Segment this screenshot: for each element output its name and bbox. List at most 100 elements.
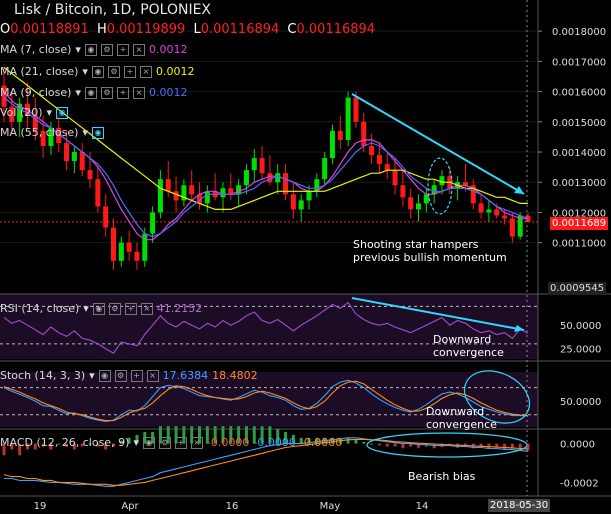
chevron-down-icon[interactable]: ▾ bbox=[89, 369, 95, 382]
close-icon[interactable]: × bbox=[132, 86, 145, 99]
macd-hist-bar bbox=[370, 443, 374, 445]
candle-body bbox=[384, 164, 390, 171]
annotation-rsi: Downward convergence bbox=[433, 333, 504, 359]
eye-icon[interactable]: ◉ bbox=[84, 86, 97, 99]
candle-body bbox=[283, 173, 289, 195]
x-tick-label: 16 bbox=[226, 501, 239, 512]
macd-hist-bar bbox=[119, 440, 123, 444]
indicator-ma21[interactable]: MA (21, close) ▾ ◉ ⚙ + × 0.0012 bbox=[0, 65, 194, 78]
macd-hist-bar bbox=[401, 443, 405, 449]
indicator-ma9[interactable]: MA (9, close) ▾ ◉ ⚙ + × 0.0012 bbox=[0, 86, 187, 99]
macd-hist-bar bbox=[244, 426, 248, 444]
macd-hist-bar bbox=[229, 426, 233, 444]
candle-body bbox=[228, 188, 234, 195]
candle-body bbox=[400, 185, 406, 198]
rsi-legend[interactable]: RSI (14, close) ▾ ◉ ⚙ + × 41.2152 bbox=[0, 302, 202, 315]
eye-icon[interactable]: ◉ bbox=[56, 106, 69, 119]
chevron-down-icon[interactable]: ▾ bbox=[75, 43, 81, 56]
highlight-ellipse bbox=[427, 157, 453, 215]
settings-icon[interactable]: ⚙ bbox=[100, 86, 113, 99]
eye-icon[interactable]: ◉ bbox=[142, 436, 155, 449]
candle-body bbox=[369, 145, 375, 156]
macd-hist-bar bbox=[330, 437, 334, 444]
macd-hist-bar bbox=[25, 443, 29, 450]
stoch-ellipse bbox=[463, 370, 531, 424]
add-icon[interactable]: + bbox=[116, 43, 129, 56]
candle-body bbox=[1, 85, 7, 107]
settings-icon[interactable]: ⚙ bbox=[158, 436, 171, 449]
macd-hist-bar bbox=[127, 437, 131, 444]
stoch-k-value: 17.6384 bbox=[162, 369, 209, 382]
candle-body bbox=[361, 121, 367, 146]
eye-icon[interactable]: ◉ bbox=[91, 126, 104, 139]
settings-icon[interactable]: ⚙ bbox=[107, 65, 120, 78]
close-icon[interactable]: × bbox=[140, 302, 153, 315]
rsi-value: 41.2152 bbox=[156, 302, 203, 315]
close-icon[interactable]: × bbox=[146, 369, 159, 382]
macd-legend[interactable]: MACD (12, 26, close, 9) ▾ ◉ ⚙ + × -0.0000 -0… bbox=[0, 436, 342, 449]
stoch-legend[interactable]: Stoch (14, 3, 3) ▾ ◉ ⚙ + × 17.6384 18.4802 bbox=[0, 369, 258, 382]
macd-hist-bar bbox=[166, 426, 170, 444]
settings-icon[interactable]: ⚙ bbox=[114, 369, 127, 382]
macd-hist-bar bbox=[510, 443, 514, 449]
x-tick-label: 14 bbox=[416, 501, 429, 512]
indicator-vol[interactable]: Vol (20) ▾ ◉ bbox=[0, 106, 69, 119]
close-icon[interactable]: × bbox=[139, 65, 152, 78]
add-icon[interactable]: + bbox=[130, 369, 143, 382]
add-icon[interactable]: + bbox=[174, 436, 187, 449]
candle-body bbox=[306, 191, 312, 201]
macd-y-tick-label: 0.0000 bbox=[560, 440, 595, 451]
macd-hist-bar bbox=[96, 443, 100, 447]
candle-body bbox=[298, 200, 304, 210]
indicator-ma21-value: 0.0012 bbox=[155, 65, 195, 78]
candle-body bbox=[165, 179, 171, 192]
settings-icon[interactable]: ⚙ bbox=[100, 43, 113, 56]
macd-hist-bar bbox=[2, 443, 6, 456]
add-icon[interactable]: + bbox=[123, 65, 136, 78]
add-icon[interactable]: + bbox=[116, 86, 129, 99]
eye-icon[interactable]: ◉ bbox=[92, 302, 105, 315]
close-icon[interactable]: × bbox=[132, 43, 145, 56]
close-icon[interactable]: × bbox=[190, 436, 203, 449]
settings-icon[interactable]: ⚙ bbox=[108, 302, 121, 315]
rsi-line bbox=[3, 301, 529, 355]
chevron-down-icon[interactable]: ▾ bbox=[133, 436, 139, 449]
chevron-down-icon[interactable]: ▾ bbox=[82, 126, 88, 139]
symbol-title[interactable]: Lisk / Bitcoin, 1D, POLONIEX bbox=[14, 2, 212, 18]
macd-hist-bar bbox=[284, 432, 288, 444]
chevron-down-icon[interactable]: ▾ bbox=[82, 65, 88, 78]
candle-body bbox=[110, 227, 116, 261]
add-icon[interactable]: + bbox=[124, 302, 137, 315]
indicator-ma55[interactable]: MA (55, close) ▾ ◉ bbox=[0, 126, 104, 139]
candle-body bbox=[189, 185, 195, 195]
macd-hist-bar bbox=[104, 443, 108, 450]
macd-hist-bar bbox=[72, 443, 76, 450]
candle-body bbox=[56, 127, 62, 143]
macd-hist-bar bbox=[346, 437, 350, 444]
chevron-down-icon[interactable]: ▾ bbox=[75, 86, 81, 99]
macd-hist-bar bbox=[354, 438, 358, 444]
eye-icon[interactable]: ◉ bbox=[91, 65, 104, 78]
chevron-down-icon[interactable]: ▾ bbox=[46, 106, 53, 119]
candle-body bbox=[157, 179, 163, 213]
candle-body bbox=[275, 173, 281, 183]
candle-body bbox=[32, 115, 38, 131]
chevron-down-icon[interactable]: ▾ bbox=[83, 302, 89, 315]
candle-body bbox=[462, 182, 468, 186]
macd-hist-bar bbox=[65, 443, 69, 447]
candle-body bbox=[71, 152, 77, 162]
indicator-ma7[interactable]: MA (7, close) ▾ ◉ ⚙ + × 0.0012 bbox=[0, 43, 187, 56]
candle-body bbox=[408, 197, 414, 210]
eye-icon[interactable]: ◉ bbox=[98, 369, 111, 382]
macd-hist-value: -0.0000 bbox=[206, 436, 250, 449]
candle-body bbox=[329, 130, 335, 159]
macd-hist-bar bbox=[190, 426, 194, 444]
eye-icon[interactable]: ◉ bbox=[84, 43, 97, 56]
candle-body bbox=[64, 142, 70, 162]
candle-body bbox=[353, 97, 359, 122]
macd-hist-bar bbox=[237, 426, 241, 444]
candle-body bbox=[126, 242, 132, 252]
candle-body bbox=[423, 194, 429, 204]
